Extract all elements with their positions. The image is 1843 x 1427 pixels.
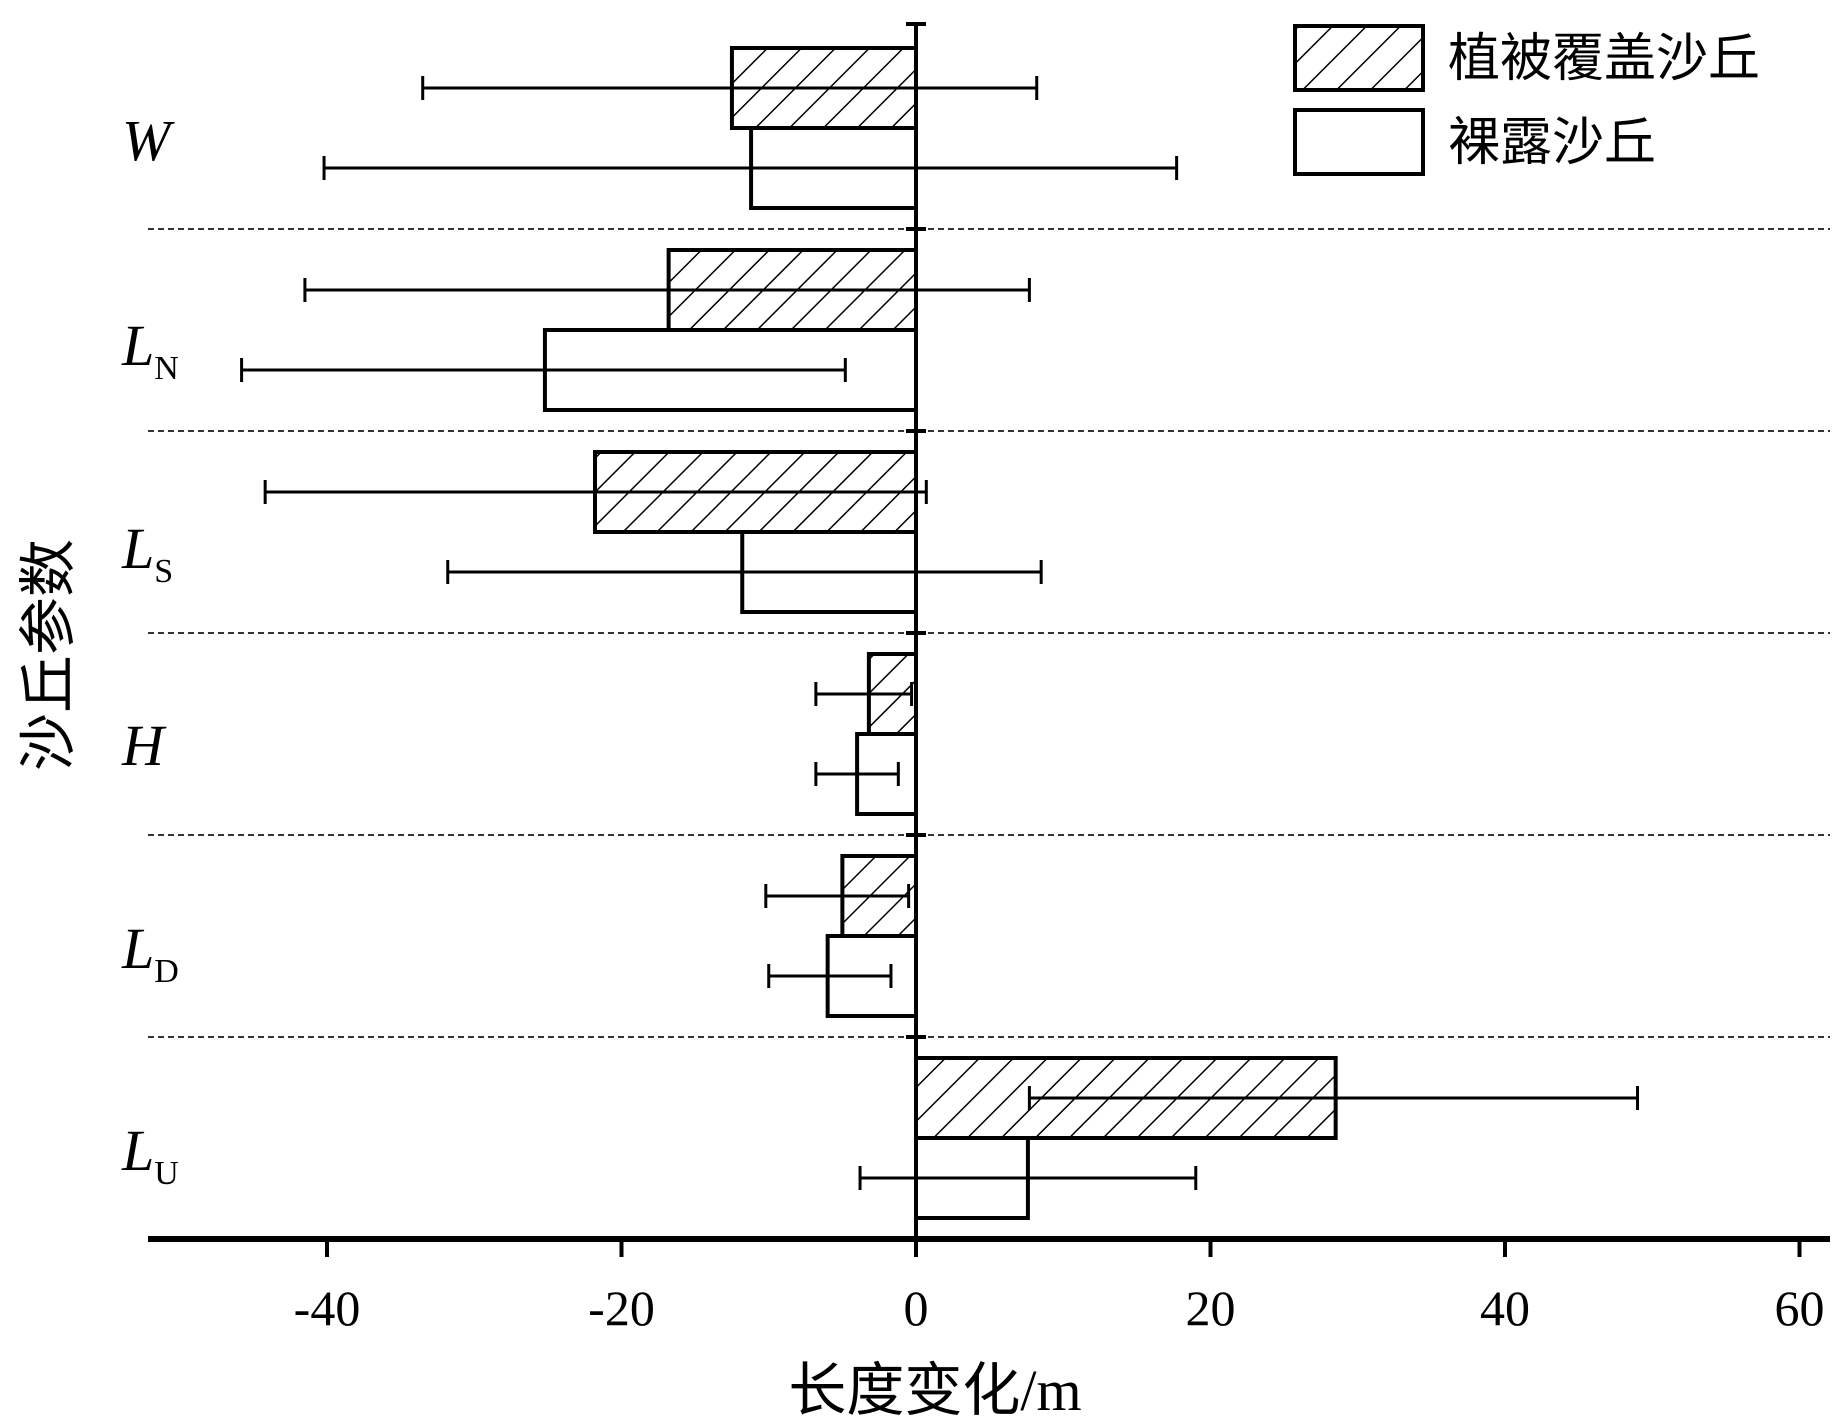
x-tick-label: 20 [1186, 1280, 1236, 1336]
legend-swatch [1293, 108, 1425, 176]
x-tick-label: -20 [588, 1280, 655, 1336]
x-tick-label: 40 [1480, 1280, 1530, 1336]
category-label: W [122, 108, 175, 173]
category-main: L [121, 516, 154, 581]
category-separators [148, 228, 1830, 1038]
category-label: H [121, 713, 167, 778]
x-tick-label: 0 [904, 1280, 929, 1336]
x-axis-title: 长度变化/m [788, 1358, 1081, 1423]
category-subscript: D [154, 953, 179, 990]
category-main: W [122, 108, 175, 173]
axes-group: -40 -20 0 20 40 60 [148, 22, 1830, 1336]
category-subscript: U [154, 1155, 179, 1192]
y-axis-title: 沙丘参数 [16, 539, 81, 771]
category-subscript: N [154, 350, 179, 387]
x-tick-label: 60 [1775, 1280, 1825, 1336]
legend-label: 植被覆盖沙丘 [1448, 31, 1760, 88]
legend-swatch [1293, 24, 1425, 92]
x-tick-label: -40 [294, 1280, 361, 1336]
category-label: LN [121, 313, 179, 387]
category-main: L [121, 916, 154, 981]
category-label: LU [121, 1118, 179, 1192]
category-main: H [121, 713, 167, 778]
category-main: L [121, 1118, 154, 1183]
category-subscript: S [154, 553, 173, 590]
errorbars-group [240, 76, 1640, 1190]
category-label: LS [121, 516, 173, 590]
category-main: L [121, 313, 154, 378]
category-label: LD [121, 916, 179, 990]
legend-label: 裸露沙丘 [1448, 115, 1656, 172]
